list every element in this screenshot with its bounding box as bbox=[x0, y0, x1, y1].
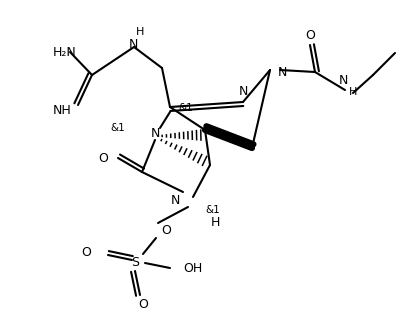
Text: N: N bbox=[338, 73, 348, 87]
Text: H: H bbox=[210, 216, 220, 230]
Text: O: O bbox=[98, 151, 108, 165]
Text: H: H bbox=[349, 87, 357, 97]
Text: O: O bbox=[138, 298, 148, 311]
Text: &1: &1 bbox=[178, 103, 193, 113]
Text: O: O bbox=[81, 245, 91, 259]
Text: &1: &1 bbox=[110, 123, 125, 133]
Text: N: N bbox=[128, 37, 138, 51]
Text: S: S bbox=[131, 257, 139, 270]
Text: N: N bbox=[170, 194, 180, 206]
Text: H: H bbox=[136, 27, 144, 37]
Text: N: N bbox=[238, 84, 248, 98]
Text: N: N bbox=[278, 65, 287, 79]
Text: NH: NH bbox=[53, 103, 72, 117]
Text: H₂N: H₂N bbox=[53, 45, 77, 59]
Text: &1: &1 bbox=[205, 205, 220, 215]
Text: OH: OH bbox=[183, 261, 202, 274]
Text: O: O bbox=[161, 223, 171, 236]
Text: O: O bbox=[305, 29, 315, 42]
Text: N: N bbox=[150, 127, 160, 139]
